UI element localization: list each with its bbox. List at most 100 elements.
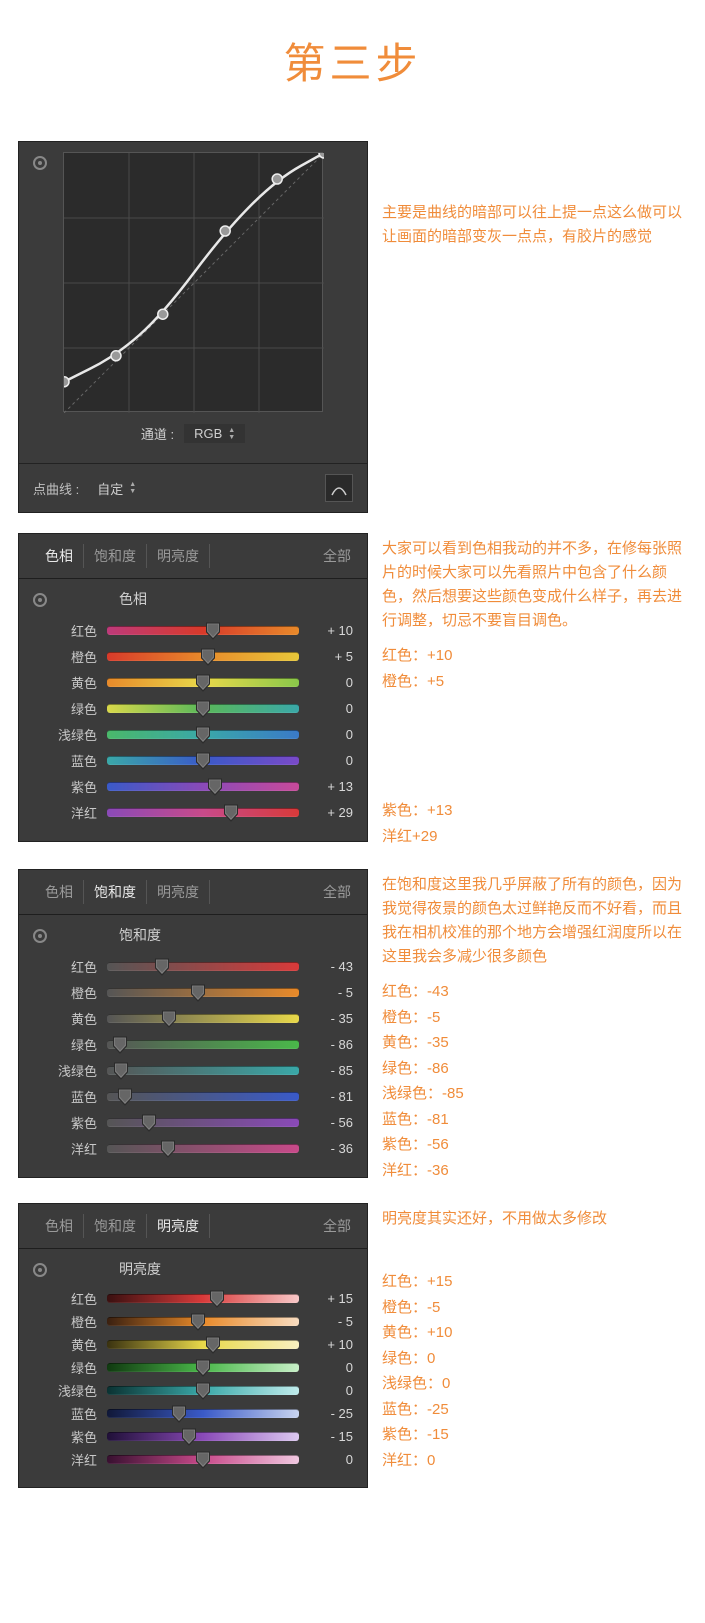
slider-thumb-icon xyxy=(154,958,169,976)
tab-luminance[interactable]: 明亮度 xyxy=(147,880,210,904)
slider-thumb-icon xyxy=(196,752,211,770)
slider-value[interactable]: - 36 xyxy=(309,1141,353,1156)
slider-value[interactable]: + 10 xyxy=(309,1337,353,1352)
tab-all[interactable]: 全部 xyxy=(313,1214,351,1238)
slider-track[interactable] xyxy=(107,1144,299,1153)
slider-value[interactable]: + 15 xyxy=(309,1291,353,1306)
point-curve-label: 点曲线 : xyxy=(33,479,79,498)
slider-value[interactable]: - 5 xyxy=(309,985,353,1000)
tab-hue[interactable]: 色相 xyxy=(35,544,84,568)
tab-luminance[interactable]: 明亮度 xyxy=(147,1214,210,1238)
slider-row: 蓝色- 25 xyxy=(33,1402,353,1425)
slider-label: 蓝色 xyxy=(33,751,97,770)
slider-track[interactable] xyxy=(107,756,299,765)
slider-thumb-icon xyxy=(208,778,223,796)
slider-row: 蓝色- 81 xyxy=(33,1083,353,1109)
slider-label: 紫色 xyxy=(33,777,97,796)
tab-saturation[interactable]: 饱和度 xyxy=(84,880,147,904)
slider-track[interactable] xyxy=(107,1432,299,1441)
lum-note: 明亮度其实还好，不用做太多修改 红色：+15橙色：-5黄色：+10绿色：0浅绿色… xyxy=(382,1203,687,1473)
slider-value[interactable]: 0 xyxy=(309,701,353,716)
slider-label: 洋红 xyxy=(33,803,97,822)
slider-row: 黄色- 35 xyxy=(33,1005,353,1031)
slider-thumb-icon xyxy=(196,674,211,692)
slider-value[interactable]: - 56 xyxy=(309,1115,353,1130)
tab-saturation[interactable]: 饱和度 xyxy=(84,544,147,568)
curve-mode-toggle[interactable] xyxy=(325,474,353,502)
slider-value[interactable]: 0 xyxy=(309,753,353,768)
slider-row: 蓝色 0 xyxy=(33,747,353,773)
slider-value[interactable]: - 25 xyxy=(309,1406,353,1421)
slider-value[interactable]: - 35 xyxy=(309,1011,353,1026)
slider-value[interactable]: - 86 xyxy=(309,1037,353,1052)
slider-track[interactable] xyxy=(107,1294,299,1303)
slider-value[interactable]: 0 xyxy=(309,1360,353,1375)
annotation-line: 橙色：-5 xyxy=(382,1005,687,1031)
slider-value[interactable]: + 5 xyxy=(309,649,353,664)
slider-value[interactable]: + 29 xyxy=(309,805,353,820)
slider-track[interactable] xyxy=(107,782,299,791)
tone-curve-graph[interactable] xyxy=(63,152,323,412)
slider-label: 黄色 xyxy=(33,1335,97,1354)
slider-track[interactable] xyxy=(107,1409,299,1418)
slider-track[interactable] xyxy=(107,1040,299,1049)
slider-label: 绿色 xyxy=(33,699,97,718)
slider-value[interactable]: 0 xyxy=(309,675,353,690)
slider-row: 紫色 + 13 xyxy=(33,773,353,799)
tab-all[interactable]: 全部 xyxy=(313,880,351,904)
slider-value[interactable]: + 13 xyxy=(309,779,353,794)
slider-thumb-icon xyxy=(118,1088,133,1106)
slider-value[interactable]: - 5 xyxy=(309,1314,353,1329)
tab-hue[interactable]: 色相 xyxy=(35,880,84,904)
tab-luminance[interactable]: 明亮度 xyxy=(147,544,210,568)
slider-row: 橙色+ 5 xyxy=(33,643,353,669)
channel-select[interactable]: RGB ▲▼ xyxy=(184,424,245,443)
slider-track[interactable] xyxy=(107,1066,299,1075)
slider-value[interactable]: - 85 xyxy=(309,1063,353,1078)
tab-all[interactable]: 全部 xyxy=(313,544,351,568)
slider-track[interactable] xyxy=(107,678,299,687)
slider-value[interactable]: 0 xyxy=(309,727,353,742)
slider-value[interactable]: - 15 xyxy=(309,1429,353,1444)
slider-value[interactable]: - 81 xyxy=(309,1089,353,1104)
slider-track[interactable] xyxy=(107,962,299,971)
slider-label: 浅绿色 xyxy=(33,1381,97,1400)
slider-track[interactable] xyxy=(107,704,299,713)
target-adjust-icon[interactable] xyxy=(33,929,47,943)
slider-track[interactable] xyxy=(107,626,299,635)
target-adjust-icon[interactable] xyxy=(33,593,47,607)
slider-row: 洋红0 xyxy=(33,1448,353,1471)
slider-track[interactable] xyxy=(107,988,299,997)
slider-value[interactable]: - 43 xyxy=(309,959,353,974)
tab-hue[interactable]: 色相 xyxy=(35,1214,84,1238)
slider-track[interactable] xyxy=(107,1014,299,1023)
slider-value[interactable]: 0 xyxy=(309,1383,353,1398)
slider-thumb-icon xyxy=(210,1290,225,1308)
slider-track[interactable] xyxy=(107,652,299,661)
slider-track[interactable] xyxy=(107,1092,299,1101)
annotation-line: 紫色：-15 xyxy=(382,1422,687,1448)
slider-track[interactable] xyxy=(107,1455,299,1464)
target-adjust-icon[interactable] xyxy=(33,1263,47,1277)
slider-row: 绿色 0 xyxy=(33,695,353,721)
slider-label: 红色 xyxy=(33,957,97,976)
target-adjust-icon[interactable] xyxy=(33,156,47,170)
slider-value[interactable]: + 10 xyxy=(309,623,353,638)
slider-label: 橙色 xyxy=(33,1312,97,1331)
slider-thumb-icon xyxy=(196,1359,211,1377)
tab-saturation[interactable]: 饱和度 xyxy=(84,1214,147,1238)
slider-track[interactable] xyxy=(107,1118,299,1127)
slider-thumb-icon xyxy=(114,1062,129,1080)
slider-track[interactable] xyxy=(107,730,299,739)
slider-track[interactable] xyxy=(107,1317,299,1326)
slider-track[interactable] xyxy=(107,1340,299,1349)
point-curve-select[interactable]: 自定 ▲▼ xyxy=(87,477,146,500)
slider-track[interactable] xyxy=(107,1386,299,1395)
annotation-line: 黄色：-35 xyxy=(382,1030,687,1056)
slider-track[interactable] xyxy=(107,1363,299,1372)
slider-row: 红色+ 15 xyxy=(33,1287,353,1310)
slider-value[interactable]: 0 xyxy=(309,1452,353,1467)
annotation-line: 橙色：+5 xyxy=(382,669,687,695)
slider-track[interactable] xyxy=(107,808,299,817)
annotation-line: 洋红：-36 xyxy=(382,1158,687,1184)
